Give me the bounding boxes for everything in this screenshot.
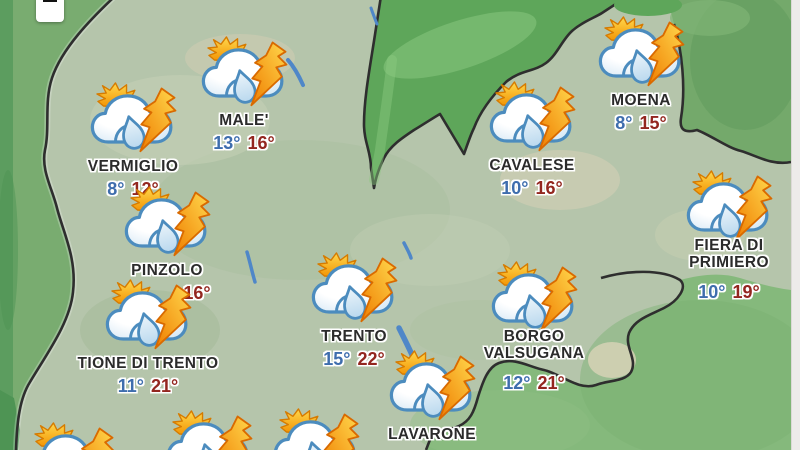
town-label: MALE'	[149, 112, 339, 129]
town-label-line: VALSUGANA	[483, 345, 585, 362]
temperature-range: 12° 21°	[439, 374, 629, 393]
temperature-range: 16°	[102, 284, 292, 303]
province-border-northeast	[672, 23, 792, 165]
sun-cloud-rain-lightning-icon	[119, 185, 215, 259]
sun-cloud-rain-lightning-icon	[486, 260, 582, 334]
temp-max: 15°	[639, 113, 667, 133]
town-label: FIERA DI PRIMIERO	[634, 237, 792, 271]
town-label: VERMIGLIO	[38, 158, 228, 175]
town-label: MOENA	[546, 92, 736, 109]
town-label-line: MALE'	[219, 112, 269, 129]
sun-cloud-rain-lightning-icon	[384, 349, 480, 423]
sun-cloud-rain-lightning-icon	[85, 81, 181, 155]
sun-cloud-rain-lightning-icon	[681, 169, 777, 243]
temp-max: 16°	[183, 283, 211, 303]
sun-cloud-rain-lightning-icon	[268, 407, 364, 450]
town-label-line: TRENTO	[321, 328, 387, 345]
province-border-west	[14, 0, 113, 450]
sun-cloud-rain-lightning-icon	[23, 421, 119, 450]
temperature-range: 11° 21°	[53, 377, 243, 396]
town-label-line: PINZOLO	[131, 262, 203, 279]
temperature-range: 15° 22°	[259, 350, 449, 369]
temp-min: 8°	[107, 179, 125, 199]
province-border-southeast	[424, 270, 685, 450]
temp-min: 12°	[503, 373, 531, 393]
temp-max: 16°	[247, 133, 275, 153]
temp-min: 13°	[213, 133, 241, 153]
town-label: TIONE DI TRENTO	[53, 355, 243, 372]
zoom-glyph-bar-icon	[43, 0, 57, 2]
town-label-line: MOENA	[611, 92, 671, 109]
town-label: LAVARONE	[337, 426, 527, 443]
temperature-range: 8° 15°	[546, 114, 736, 133]
page-gutter	[791, 0, 800, 450]
town-label: TRENTO	[259, 328, 449, 345]
map-zoom-button[interactable]	[36, 0, 64, 22]
temperature-range: 10° 19°	[634, 283, 792, 302]
town-label-line: FIERA DI	[694, 237, 764, 254]
temp-max: 19°	[732, 282, 760, 302]
temp-min: 15°	[323, 349, 351, 369]
temp-max: 22°	[357, 349, 385, 369]
town-label-line: CAVALESE	[489, 157, 575, 174]
region-west-outside	[0, 0, 113, 450]
town-label-line: VERMIGLIO	[87, 158, 179, 175]
town-label-line: BORGO	[503, 328, 565, 345]
temp-min: 11°	[117, 376, 144, 396]
sun-cloud-rain-lightning-icon	[161, 409, 257, 450]
sun-cloud-rain-lightning-icon	[593, 15, 689, 89]
temp-max: 21°	[151, 376, 179, 396]
temp-min: 10°	[501, 178, 529, 198]
town-label-line: LAVARONE	[388, 426, 476, 443]
sun-cloud-rain-lightning-icon	[196, 35, 292, 109]
town-label-line: TIONE DI TRENTO	[77, 355, 219, 372]
sun-cloud-rain-lightning-icon	[100, 278, 196, 352]
region-southeast-outside	[426, 274, 791, 450]
town-label: BORGO VALSUGANA	[439, 328, 629, 362]
temp-max: 21°	[537, 373, 565, 393]
sun-cloud-rain-lightning-icon	[484, 80, 580, 154]
town-label-line: PRIMIERO	[689, 254, 769, 271]
town-label: CAVALESE	[437, 157, 627, 174]
temperature-range: 13° 16°	[149, 134, 339, 153]
temp-min: 8°	[615, 113, 633, 133]
sun-cloud-rain-lightning-icon	[306, 251, 402, 325]
temp-max: 16°	[535, 178, 563, 198]
temp-min: 10°	[698, 282, 726, 302]
temperature-range: 10° 16°	[437, 179, 627, 198]
town-label: PINZOLO	[72, 262, 262, 279]
